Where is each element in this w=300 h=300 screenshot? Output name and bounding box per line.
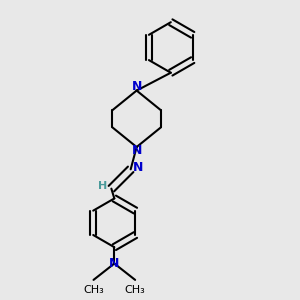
- Text: CH₃: CH₃: [83, 285, 104, 295]
- Text: CH₃: CH₃: [125, 285, 146, 295]
- Text: N: N: [131, 144, 142, 157]
- Text: N: N: [131, 80, 142, 94]
- Text: N: N: [133, 161, 143, 174]
- Text: N: N: [109, 257, 119, 270]
- Text: H: H: [98, 181, 108, 191]
